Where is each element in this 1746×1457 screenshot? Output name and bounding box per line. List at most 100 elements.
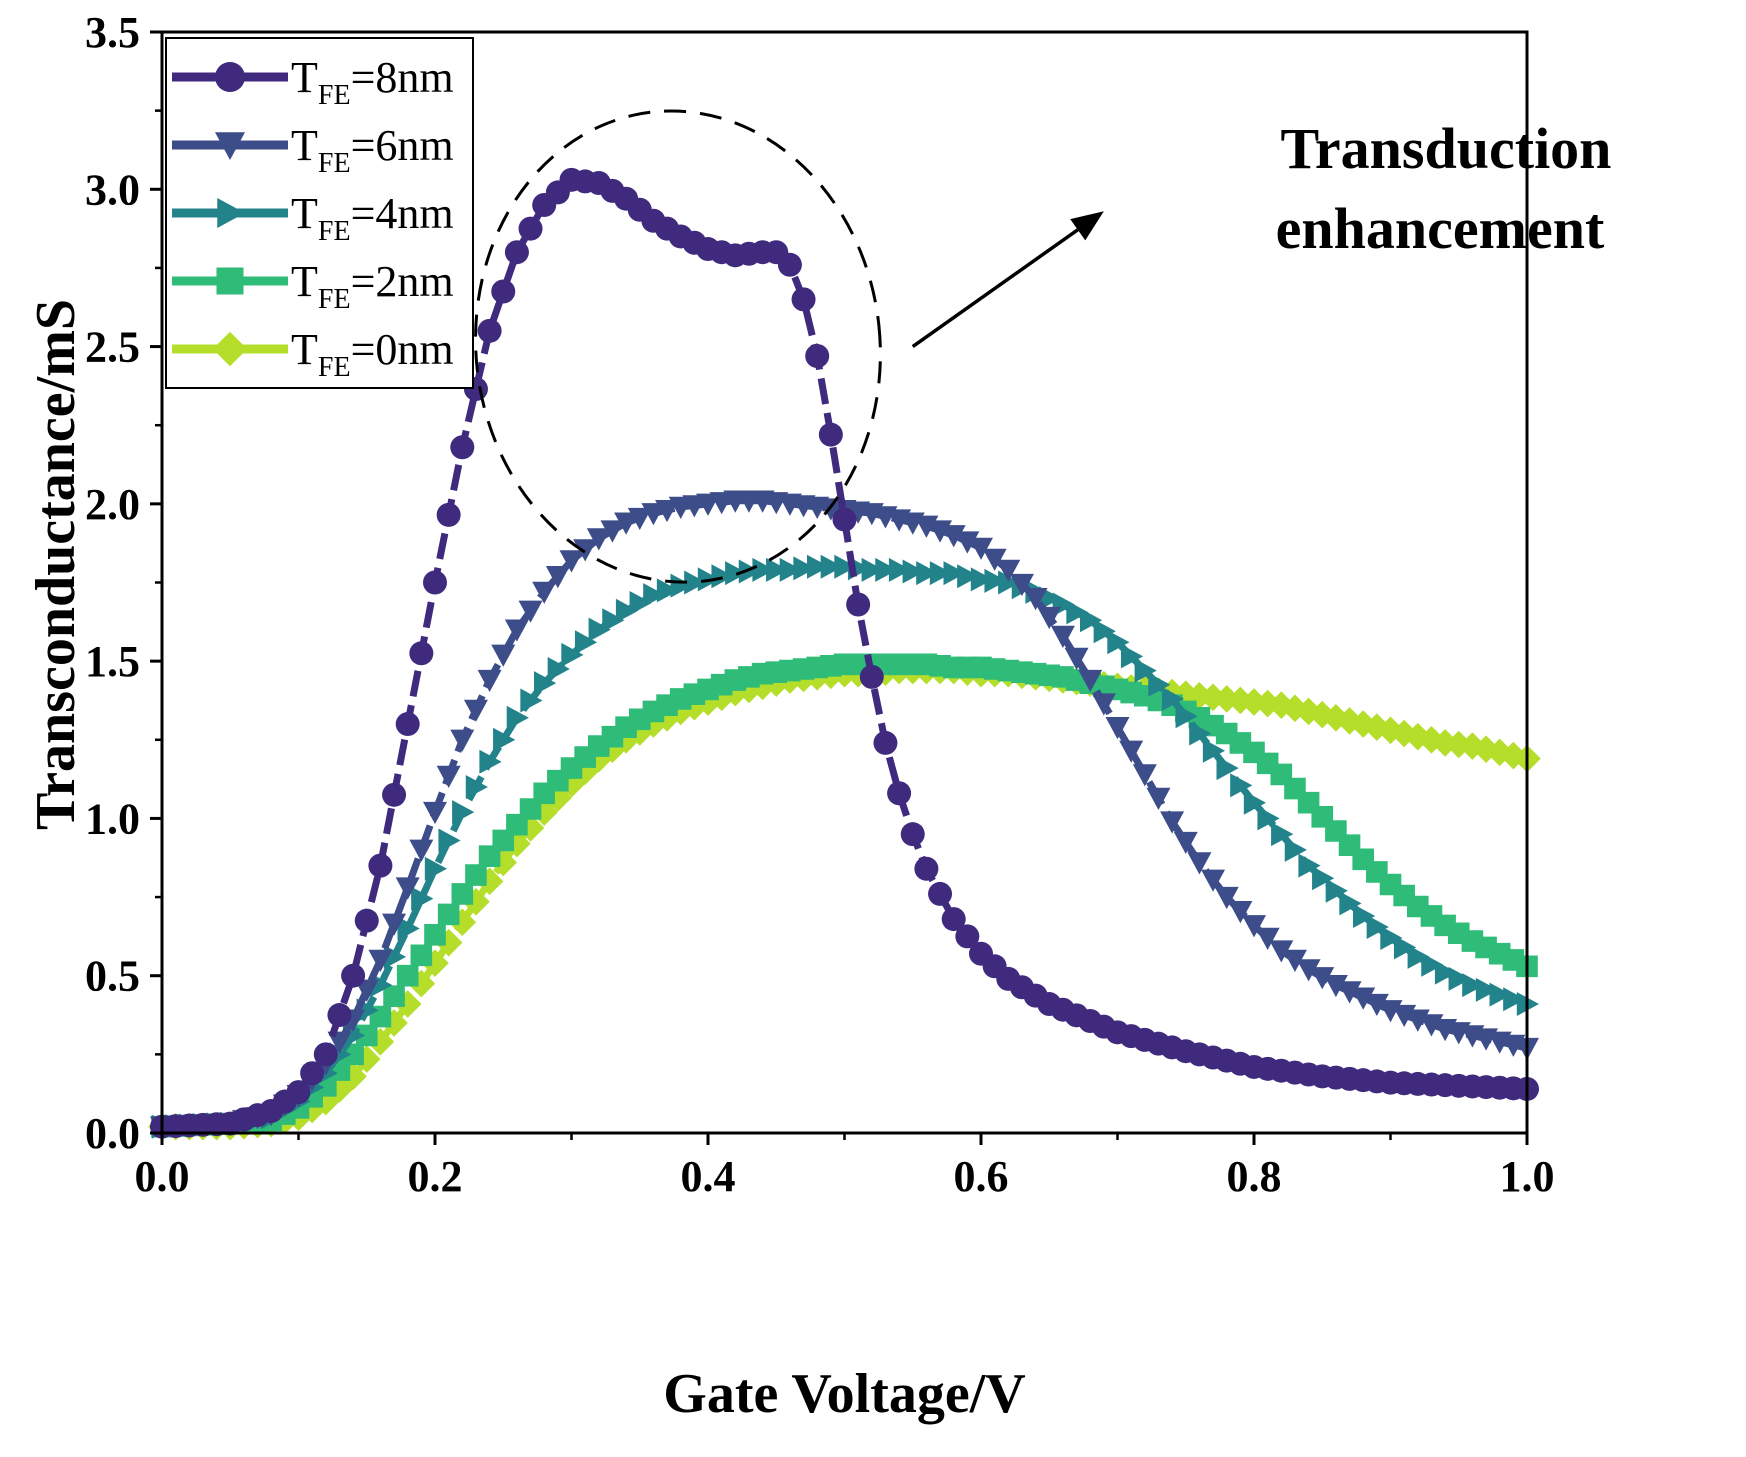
data-point [504,619,529,642]
legend-label-main: T [291,53,318,102]
data-point [1230,773,1253,798]
data-point [1009,573,1034,597]
data-point [762,669,791,697]
data-point [1243,790,1266,815]
data-point [984,568,1007,593]
data-point [996,559,1021,582]
data-point [382,913,407,936]
x-tick-label: 0.4 [681,1152,736,1201]
data-point [491,279,516,304]
data-point [327,1003,352,1028]
data-point [1421,952,1444,977]
data-point [982,548,1007,571]
data-point [520,688,543,713]
legend-label-rest: =8nm [351,53,454,102]
data-point [752,557,775,582]
data-point [643,583,666,608]
data-point [477,669,502,693]
legend-entry: TFE=6nm [172,121,454,179]
y-tick-label: 2.0 [85,480,140,529]
data-point [1269,940,1294,963]
data-point [1407,944,1430,969]
data-point [1351,987,1376,1010]
data-point [1146,787,1171,810]
data-point [370,973,393,998]
data-point [588,617,611,642]
y-tick-label: 3.0 [85,165,140,214]
data-point [341,963,366,988]
data-point [1132,764,1157,787]
data-point [1050,625,1075,648]
data-point [820,554,843,579]
data-point [300,1061,325,1086]
data-point [655,499,680,523]
data-point [573,539,598,562]
data-point [941,907,966,932]
data-point [955,924,980,949]
data-point [861,557,884,582]
legend-label-main: T [291,257,318,306]
data-point [424,924,446,946]
data-point [1173,831,1198,855]
legend-label: TFE=6nm [291,121,454,179]
y-tick-label: 1.5 [85,637,140,686]
data-point [1462,973,1485,998]
data-point [1503,987,1526,1012]
data-point [670,573,693,598]
x-tick-label: 0.2 [408,1152,463,1201]
data-point [1339,891,1362,916]
data-point [465,774,488,799]
data-point [479,749,502,774]
data-point [1187,852,1212,875]
data-point [1364,993,1389,1017]
data-point [1257,806,1280,831]
legend-entry: TFE=8nm [172,53,454,111]
data-point [625,718,654,746]
data-point [900,822,925,847]
data-point [1444,730,1473,759]
data-point [424,856,447,881]
data-point [1216,756,1239,781]
legend-entry: TFE=4nm [172,189,454,247]
data-point [873,730,898,755]
legend-label-main: T [291,325,318,374]
data-point [518,600,543,623]
data-point [627,507,652,531]
y-tick-label: 0.0 [85,1109,140,1158]
data-point [902,559,925,584]
data-point [395,712,420,737]
data-point [656,578,680,603]
data-point [452,800,475,825]
data-point [534,671,557,696]
data-point [1282,949,1307,972]
y-tick-label: 0.5 [85,952,140,1001]
legend-marker [212,331,248,367]
data-point [354,908,379,933]
data-point [1214,886,1239,910]
data-point [506,705,529,730]
data-point [1325,878,1348,903]
data-point [465,864,487,886]
data-point [436,765,461,788]
data-point [561,642,584,667]
data-point [545,566,570,589]
data-point [327,1031,352,1054]
data-point [614,512,639,535]
annotation-ellipse [474,109,882,584]
data-point [1134,658,1157,683]
data-point [1175,704,1198,729]
data-point [818,422,843,447]
data-point [368,853,393,878]
annotation-label-line2: enhancement [1276,196,1605,261]
x-tick-label: 0.6 [954,1152,1009,1201]
data-point [355,1024,378,1047]
data-point [779,557,802,582]
legend-label-rest: =4nm [351,189,454,238]
data-point [970,567,993,592]
data-point [1120,644,1144,669]
legend-label-main: T [291,121,318,170]
data-point [411,886,434,911]
data-point [339,1062,367,1091]
data-point [1298,853,1321,878]
data-point [694,688,722,716]
